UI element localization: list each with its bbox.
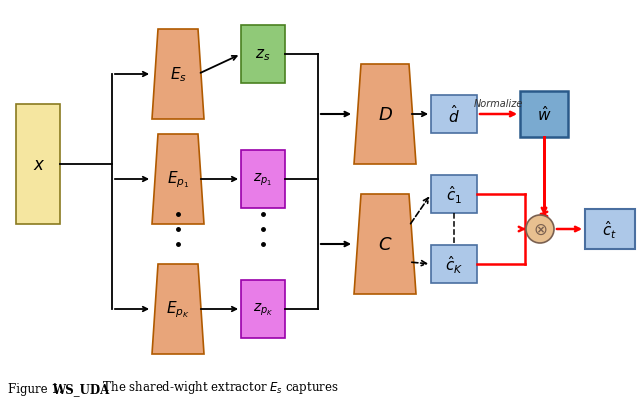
Text: WS_UDA: WS_UDA — [52, 382, 109, 395]
Text: $E_{p_K}$: $E_{p_K}$ — [166, 299, 190, 319]
Bar — [431, 96, 477, 134]
Text: $C$: $C$ — [378, 236, 392, 254]
Text: Normalize: Normalize — [474, 99, 523, 109]
Circle shape — [526, 216, 554, 243]
Text: $\hat{d}$: $\hat{d}$ — [448, 104, 460, 126]
Bar — [520, 92, 568, 138]
Text: $E_s$: $E_s$ — [170, 65, 186, 84]
Text: $z_{p_K}$: $z_{p_K}$ — [253, 301, 273, 317]
Text: : The shared-wight extractor $E_s$ captures: : The shared-wight extractor $E_s$ captu… — [95, 378, 339, 395]
Text: $z_s$: $z_s$ — [255, 47, 271, 63]
Polygon shape — [152, 30, 204, 120]
Bar — [16, 105, 60, 225]
Text: $E_{p_1}$: $E_{p_1}$ — [167, 169, 189, 190]
Bar — [431, 175, 477, 213]
Bar — [241, 280, 285, 338]
Polygon shape — [354, 65, 416, 164]
Text: $D$: $D$ — [378, 106, 392, 124]
Bar — [241, 151, 285, 209]
Bar — [431, 245, 477, 283]
Text: $\hat{c}_K$: $\hat{c}_K$ — [445, 254, 463, 275]
Text: $\otimes$: $\otimes$ — [532, 220, 547, 238]
Text: Figure 1:: Figure 1: — [8, 382, 67, 395]
Bar — [585, 209, 635, 249]
Text: $\hat{c}_t$: $\hat{c}_t$ — [602, 219, 618, 240]
Text: $\hat{w}$: $\hat{w}$ — [537, 105, 551, 124]
Polygon shape — [354, 195, 416, 294]
Bar — [241, 26, 285, 84]
Text: x: x — [33, 155, 43, 173]
Text: $\hat{c}_1$: $\hat{c}_1$ — [446, 184, 462, 205]
Polygon shape — [152, 264, 204, 354]
Text: $z_{p_1}$: $z_{p_1}$ — [253, 171, 273, 188]
Polygon shape — [152, 135, 204, 225]
